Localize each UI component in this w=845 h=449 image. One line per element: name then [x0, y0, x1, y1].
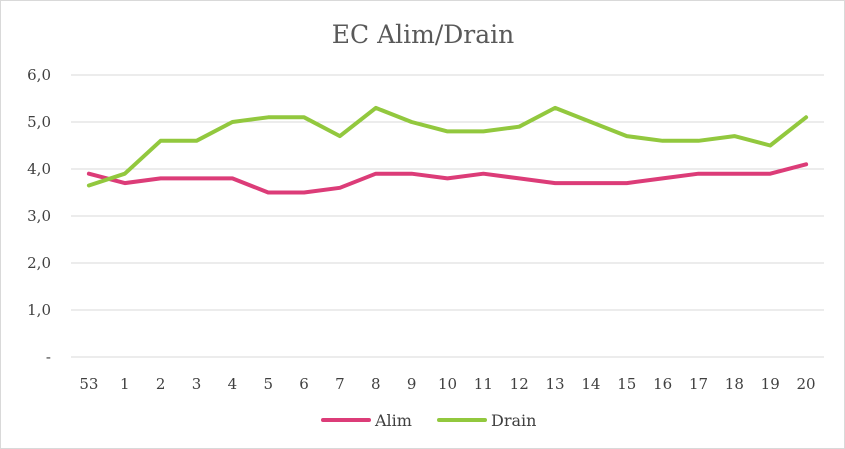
x-tick-label: 3 — [192, 375, 202, 393]
legend: Alim Drain — [321, 411, 536, 430]
chart-title: EC Alim/Drain — [332, 20, 515, 49]
x-tick-label: 18 — [725, 375, 744, 393]
legend-label-alim: Alim — [374, 411, 412, 430]
x-tick-label: 7 — [335, 375, 345, 393]
y-tick-label: 4,0 — [27, 160, 51, 178]
x-tick-label: 20 — [797, 375, 816, 393]
y-tick-label: - — [46, 348, 51, 366]
series-line-alim — [86, 162, 809, 195]
series-line-drain — [86, 105, 809, 188]
x-tick-label: 14 — [581, 375, 600, 393]
x-tick-label: 11 — [474, 375, 493, 393]
x-tick-label: 4 — [228, 375, 238, 393]
y-tick-label: 3,0 — [27, 207, 51, 225]
x-tick-label: 19 — [761, 375, 780, 393]
y-tick-label: 6,0 — [27, 66, 51, 84]
x-tick-label: 15 — [617, 375, 636, 393]
y-tick-label: 1,0 — [27, 301, 51, 319]
x-tick-label: 16 — [653, 375, 672, 393]
y-tick-label: 5,0 — [27, 113, 51, 131]
legend-label-drain: Drain — [491, 411, 536, 430]
x-tick-label: 12 — [510, 375, 529, 393]
x-tick-label: 8 — [371, 375, 381, 393]
x-tick-label: 17 — [689, 375, 708, 393]
x-tick-label: 6 — [299, 375, 309, 393]
gridlines — [71, 74, 824, 358]
x-tick-label: 1 — [120, 375, 130, 393]
y-axis-tick-labels: - 1,0 2,0 3,0 4,0 5,0 6,0 — [27, 66, 51, 366]
x-tick-label: 53 — [79, 375, 98, 393]
x-tick-label: 9 — [407, 375, 417, 393]
series-lines — [86, 105, 809, 195]
y-tick-label: 2,0 — [27, 254, 51, 272]
x-axis-tick-labels: 53 1 2 3 4 5 6 7 8 9 10 11 12 13 14 15 16 17 18 19 20 — [79, 375, 815, 393]
x-tick-label: 5 — [263, 375, 273, 393]
x-tick-label: 10 — [438, 375, 457, 393]
x-tick-label: 13 — [546, 375, 565, 393]
x-tick-label: 2 — [156, 375, 166, 393]
